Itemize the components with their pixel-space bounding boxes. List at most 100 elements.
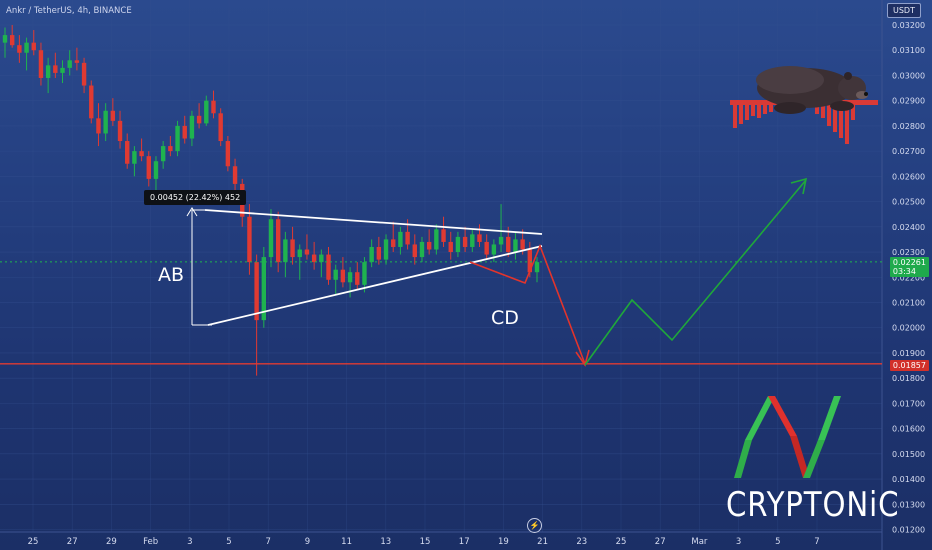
candle-body: [412, 244, 417, 258]
candle-body: [125, 141, 130, 164]
x-tick-label: 27: [67, 537, 78, 547]
candle-body: [17, 45, 22, 53]
candle-body: [89, 85, 94, 119]
candle-body: [74, 60, 80, 63]
candle-body: [204, 100, 209, 124]
candle-body: [31, 42, 36, 51]
y-tick-label: 0.02000: [892, 324, 925, 333]
y-tick-label: 0.02800: [892, 122, 925, 131]
y-tick-label: 0.02200: [892, 273, 925, 282]
candles: [2, 25, 540, 376]
candle-body: [347, 272, 353, 283]
y-tick-label: 0.02600: [892, 172, 925, 181]
support-price-tag: 0.01857: [889, 360, 929, 371]
brand-logo-zigzag: [734, 396, 841, 478]
candle-body: [196, 115, 202, 124]
current-price-countdown: 03:34: [892, 267, 916, 276]
candle-body: [484, 241, 489, 255]
candle-body: [261, 257, 267, 321]
candle-body: [426, 241, 432, 250]
candle-body: [462, 236, 468, 247]
x-tick-label: 5: [226, 537, 231, 547]
candle-body: [513, 239, 518, 253]
candle-body: [470, 234, 475, 247]
cd-label: CD: [491, 307, 519, 329]
x-tick-label: 19: [498, 537, 509, 547]
candle-body: [419, 241, 425, 258]
y-tick-label: 0.02300: [892, 248, 925, 257]
candle-body: [53, 65, 58, 73]
candle-body: [506, 236, 511, 253]
candle-body: [398, 231, 403, 247]
candle-body: [376, 246, 382, 260]
candle-body: [103, 110, 108, 134]
y-tick-label: 0.03100: [892, 46, 925, 55]
candle-body: [153, 161, 159, 179]
candle-body: [405, 231, 410, 245]
candle-body: [225, 141, 231, 167]
x-tick-label: 21: [537, 537, 548, 547]
candle-body: [247, 216, 252, 263]
y-tick-label: 0.01700: [892, 399, 925, 408]
y-tick-label: 0.01600: [892, 425, 925, 434]
grid: [0, 0, 882, 532]
x-tick-label: 29: [106, 537, 117, 547]
candle-body: [110, 110, 116, 121]
candle-body: [38, 50, 44, 78]
candle-body: [175, 125, 180, 152]
candle-body: [117, 120, 123, 142]
y-tick-label: 0.02700: [892, 147, 925, 156]
x-tick-label: 23: [576, 537, 587, 547]
candle-body: [45, 65, 51, 78]
lightning-icon[interactable]: ⚡: [527, 518, 542, 533]
currency-unit-button[interactable]: USDT: [887, 3, 921, 18]
candle-body: [160, 146, 166, 162]
candle-body: [297, 249, 302, 258]
brand-text: CRYPTONiC: [726, 485, 900, 525]
candle-body: [498, 236, 504, 245]
y-tick-label: 0.01200: [892, 526, 925, 535]
x-tick-label: 3: [736, 537, 741, 547]
candle-body: [146, 156, 151, 179]
candle-body: [319, 254, 324, 263]
x-tick-label: 15: [420, 537, 431, 547]
chart-title: Ankr / TetherUS, 4h, BINANCE: [6, 6, 132, 16]
candle-body: [441, 229, 446, 242]
ab-measure-arrow: [186, 207, 212, 326]
candle-body: [434, 229, 439, 250]
y-tick-label: 0.01500: [892, 450, 925, 459]
y-tick-label: 0.02500: [892, 198, 925, 207]
candle-body: [96, 118, 101, 134]
y-axis: 0.03200 0.03100 0.03000 0.02900 0.02800 0.027…: [892, 21, 925, 535]
candle-body: [189, 115, 195, 139]
x-tick-label: 13: [380, 537, 391, 547]
bear-illustration: [730, 66, 878, 144]
x-tick-label: Mar: [691, 537, 708, 547]
candle-body: [168, 146, 173, 152]
candle-body: [283, 239, 288, 263]
candle-body: [182, 125, 187, 139]
x-tick-label: 7: [814, 537, 819, 547]
candle-body: [232, 166, 238, 184]
candle-body: [311, 254, 317, 263]
measure-label: 0.00452 (22.42%) 452: [144, 190, 247, 205]
ab-label: AB: [158, 264, 185, 286]
x-tick-label: 25: [28, 537, 39, 547]
x-tick-label: 5: [775, 537, 780, 547]
candle-body: [290, 239, 295, 258]
y-tick-label: 0.01400: [892, 475, 925, 484]
candle-body: [211, 100, 216, 114]
symmetrical-triangle: [204, 209, 543, 326]
x-tick-label: 9: [305, 537, 310, 547]
candle-body: [326, 254, 331, 280]
candle-body: [520, 239, 525, 250]
y-tick-label: 0.02100: [892, 298, 925, 307]
x-tick-label: 25: [616, 537, 627, 547]
y-tick-label: 0.01300: [892, 500, 925, 509]
candle-body: [9, 35, 15, 46]
x-axis: 25 27 29 Feb 3 5 7 9 11 13 15 17 19 21 23 25 27 Mar 3 5 7: [28, 537, 820, 547]
current-price-value: 0.02261: [892, 258, 926, 267]
candle-body: [132, 151, 137, 164]
candle-body: [477, 234, 482, 242]
